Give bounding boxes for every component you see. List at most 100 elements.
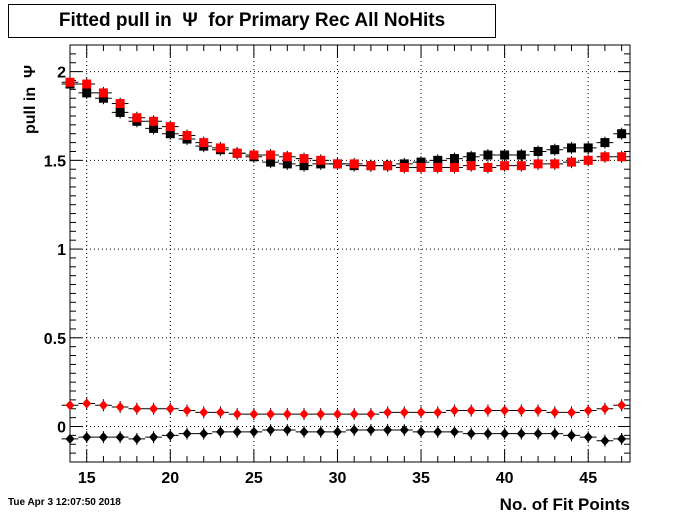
plot-frame [69,44,631,463]
data-point [282,152,292,162]
data-point [617,400,627,411]
data-point [165,430,175,441]
y-axis-label: pull in Ψ [22,65,39,134]
grid-lines [70,45,630,462]
data-point [182,405,192,416]
data-point [383,425,393,436]
y-tick-label: 1 [57,242,66,259]
data-point [483,150,493,160]
data-point [199,428,209,439]
data-point [617,152,627,162]
data-point [533,159,543,169]
data-point [98,432,108,443]
data-point [433,407,443,418]
x-tick-label: 25 [245,470,263,487]
y-tick-label: 2 [57,65,66,82]
data-point [366,161,376,171]
data-point [383,161,393,171]
data-point [215,426,225,437]
data-point [282,409,292,420]
data-point [399,162,409,172]
data-point [299,426,309,437]
axis-ticks: 15 20 25 30 35 40 45 0 0.5 1 1.5 2 [44,44,630,487]
data-point [366,425,376,436]
data-point [449,426,459,437]
data-point [566,430,576,441]
data-point [182,428,192,439]
data-point [449,405,459,416]
data-point [115,107,125,117]
data-point [65,433,75,444]
y-tick-label: 0.5 [44,331,66,348]
data-point [583,432,593,443]
data-point [299,154,309,164]
data-point [316,155,326,165]
data-point [466,405,476,416]
data-point [583,143,593,153]
data-point [366,409,376,420]
data-point [266,150,276,160]
data-point [316,409,326,420]
data-point [500,161,510,171]
data-point [550,428,560,439]
x-tick-label: 30 [329,470,347,487]
data-point [483,428,493,439]
data-point [249,409,259,420]
data-series [61,76,630,447]
data-point [550,159,560,169]
data-point [416,426,426,437]
data-point [433,155,443,165]
data-point [182,130,192,140]
data-point [282,159,292,169]
data-point [132,403,142,414]
data-point [299,409,309,420]
x-tick-label: 35 [412,470,430,487]
data-point [132,113,142,123]
data-point [500,428,510,439]
data-point [316,426,326,437]
data-point [98,400,108,411]
data-point [266,157,276,167]
data-point [115,432,125,443]
series-3 [61,424,630,447]
data-point [115,401,125,412]
series-0 [61,78,630,172]
x-tick-label: 45 [579,470,597,487]
data-point [449,154,459,164]
data-point [466,152,476,162]
data-point [533,428,543,439]
data-point [349,159,359,169]
data-point [249,150,259,160]
data-point [149,116,159,126]
data-point [550,145,560,155]
data-point [165,403,175,414]
data-point [232,426,242,437]
data-point [416,407,426,418]
data-point [165,129,175,139]
data-point [516,428,526,439]
data-point [282,425,292,436]
data-point [149,432,159,443]
data-point [600,403,610,414]
data-point [149,123,159,133]
data-point [249,426,259,437]
data-point [215,143,225,153]
data-point [617,129,627,139]
data-point [600,152,610,162]
data-point [232,409,242,420]
data-point [516,150,526,160]
data-point [82,432,92,443]
data-point [516,161,526,171]
data-point [466,161,476,171]
data-point [500,405,510,416]
y-tick-label: 0 [57,420,66,437]
data-point [149,403,159,414]
x-tick-label: 15 [78,470,96,487]
data-point [65,400,75,411]
data-point [349,425,359,436]
data-point [266,409,276,420]
data-point [332,159,342,169]
data-point [516,405,526,416]
data-point [566,143,576,153]
